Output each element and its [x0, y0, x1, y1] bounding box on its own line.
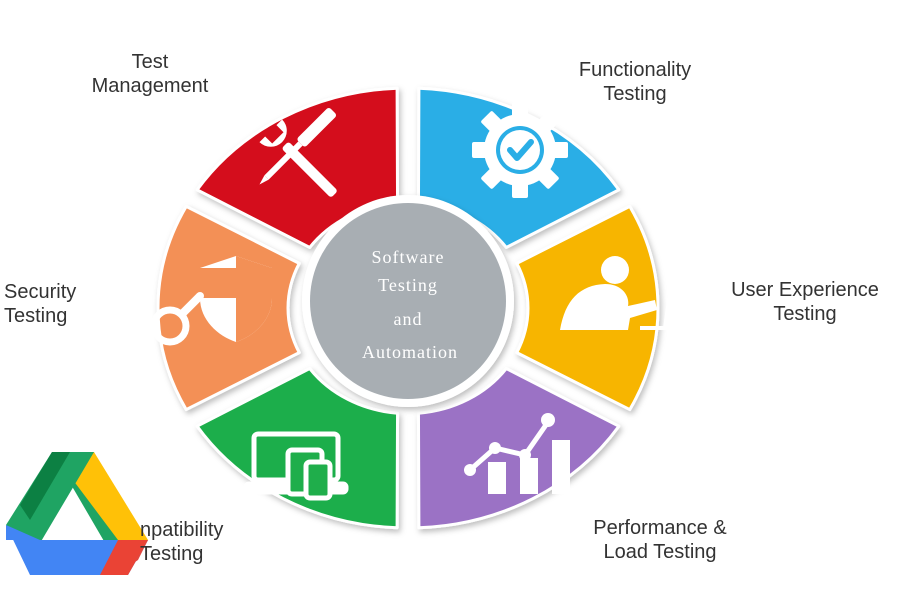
segment-performance-load-testing [416, 367, 621, 530]
label-line: Testing [4, 305, 68, 327]
label-line: Testing [773, 303, 837, 325]
gear-tooth [536, 111, 559, 134]
label-line: npatibility [140, 519, 224, 541]
wrench-screwdriver-icon [259, 107, 337, 197]
label-line: Security [4, 281, 77, 303]
center-title: Software Testing and Automation [362, 247, 458, 362]
label-line: Load Testing [603, 541, 717, 563]
label-test-management: Test Management [70, 50, 230, 98]
label-line: Testing [603, 83, 667, 105]
label-line: Testing [140, 543, 204, 565]
center-line-1: Software [372, 247, 445, 267]
gear-tooth [481, 111, 504, 134]
label-functionality-testing: Functionality Testing [555, 58, 715, 106]
center-hub [302, 195, 514, 407]
label-security-testing: Security Testing [4, 280, 104, 328]
center-line-4: Automation [362, 342, 458, 362]
label-line: User Experience [731, 279, 879, 301]
gear-tooth [512, 102, 528, 120]
gear-tooth [481, 166, 504, 189]
bar-chart-trend-icon [464, 413, 570, 494]
gear-check-icon [472, 102, 568, 198]
gear-tooth [550, 142, 568, 158]
center-line-3: and [394, 309, 423, 329]
gear-tooth [512, 180, 528, 198]
label-line: Test [131, 51, 169, 73]
center-line-2: Testing [378, 275, 438, 295]
label-performance-load-testing: Performance & Load Testing [565, 516, 755, 564]
label-line: Management [91, 75, 209, 97]
shield-magnifier-icon [150, 256, 272, 346]
label-user-experience-testing: User Experience Testing [712, 278, 898, 326]
label-line: Performance & [593, 517, 727, 539]
google-drive-logo-icon [6, 452, 148, 575]
devices-icon [243, 431, 349, 501]
person-at-computer-icon [560, 256, 690, 330]
gear-tooth [472, 142, 490, 158]
label-compatibility-testing: npatibility Testing [140, 518, 290, 566]
gear-tooth [536, 166, 559, 189]
label-line: Functionality [578, 59, 692, 81]
